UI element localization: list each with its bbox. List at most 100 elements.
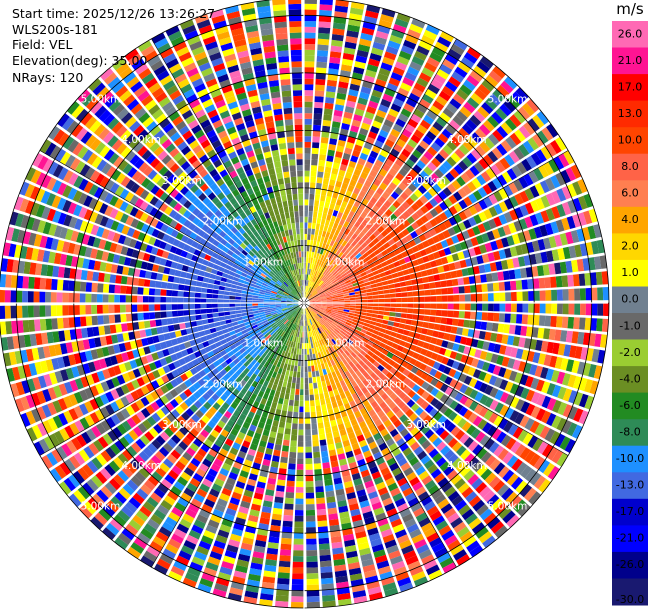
range-gate	[472, 415, 483, 427]
range-gate	[206, 293, 213, 299]
ppi-sweep	[0, 0, 609, 608]
range-gate	[501, 259, 509, 270]
range-gate	[434, 204, 444, 214]
range-gate	[313, 293, 319, 298]
range-gate	[22, 276, 29, 289]
range-gate	[313, 113, 323, 120]
range-gate	[319, 554, 332, 562]
range-gate	[481, 283, 488, 292]
range-gate	[521, 314, 529, 325]
range-gate	[375, 78, 387, 88]
range-gate	[314, 285, 320, 291]
range-gate	[22, 320, 30, 333]
range-gate	[359, 367, 366, 374]
range-gate	[354, 288, 361, 292]
range-gate	[154, 304, 161, 311]
range-gate	[514, 372, 523, 384]
range-gate	[294, 510, 304, 516]
range-gate	[431, 422, 441, 432]
range-gate	[313, 211, 318, 218]
range-gate	[407, 66, 420, 77]
range-gate	[577, 178, 588, 194]
range-gate	[375, 241, 383, 249]
range-gate	[318, 15, 332, 23]
range-gate	[416, 77, 429, 88]
range-gate	[463, 276, 470, 285]
range-gate	[389, 414, 399, 424]
range-gate	[530, 377, 540, 390]
range-gate	[563, 150, 575, 165]
range-gate	[368, 324, 376, 330]
range-gate	[520, 401, 531, 414]
range-gate	[453, 38, 468, 51]
range-gate	[491, 111, 504, 124]
range-gate	[311, 282, 316, 288]
range-gate	[396, 138, 406, 148]
range-gate	[561, 186, 572, 200]
range-gate	[315, 305, 321, 308]
range-gate	[354, 108, 365, 117]
range-gate	[308, 205, 314, 212]
range-gate	[320, 137, 329, 144]
range-gate	[327, 318, 333, 323]
range-gate	[335, 274, 341, 279]
range-gate	[422, 255, 430, 263]
range-gate	[540, 340, 549, 353]
range-gate	[429, 218, 438, 227]
range-gate	[150, 272, 158, 280]
range-gate	[391, 272, 399, 279]
range-gate	[377, 364, 385, 372]
range-gate	[400, 45, 414, 55]
range-gate	[500, 434, 512, 447]
range-gate	[310, 288, 314, 294]
range-gate	[332, 270, 338, 276]
range-gate	[311, 275, 315, 282]
range-gate	[419, 98, 431, 109]
range-gate	[304, 239, 307, 246]
range-gate	[143, 312, 150, 320]
range-gate	[350, 351, 357, 359]
range-gate	[310, 411, 316, 418]
range-gate	[345, 215, 353, 223]
range-gate	[306, 567, 319, 574]
range-gate	[39, 319, 47, 331]
range-gate	[441, 288, 448, 295]
range-gate	[423, 283, 430, 290]
range-gate	[541, 410, 552, 424]
range-gate	[488, 476, 501, 489]
range-gate	[498, 281, 505, 291]
range-gate	[515, 462, 528, 475]
range-gate	[528, 291, 535, 301]
range-gate	[487, 252, 495, 262]
range-gate	[316, 55, 328, 63]
range-gate	[402, 329, 410, 336]
range-gate	[416, 321, 424, 327]
range-gate	[333, 320, 339, 325]
range-gate	[573, 391, 584, 406]
range-gate	[317, 38, 330, 46]
range-gate	[497, 226, 506, 238]
range-gate	[485, 352, 493, 362]
range-gate	[446, 318, 453, 325]
range-gate	[347, 317, 354, 322]
range-gate	[318, 428, 325, 435]
range-gate	[305, 492, 315, 499]
range-gate	[527, 314, 534, 325]
range-gate	[350, 125, 360, 133]
range-gate	[346, 30, 359, 38]
range-gate	[376, 282, 383, 287]
range-gate	[306, 550, 318, 557]
range-gate	[161, 318, 168, 326]
range-gate	[456, 176, 466, 187]
range-gate	[402, 395, 411, 404]
range-gate	[189, 286, 196, 292]
range-gate	[388, 251, 396, 258]
range-gate	[486, 494, 500, 507]
range-gate	[338, 332, 345, 338]
range-gate	[393, 419, 402, 428]
range-gate	[403, 386, 412, 395]
range-gate	[304, 61, 315, 68]
range-gate	[593, 365, 603, 380]
range-gate	[299, 348, 302, 355]
range-gate	[479, 141, 491, 153]
